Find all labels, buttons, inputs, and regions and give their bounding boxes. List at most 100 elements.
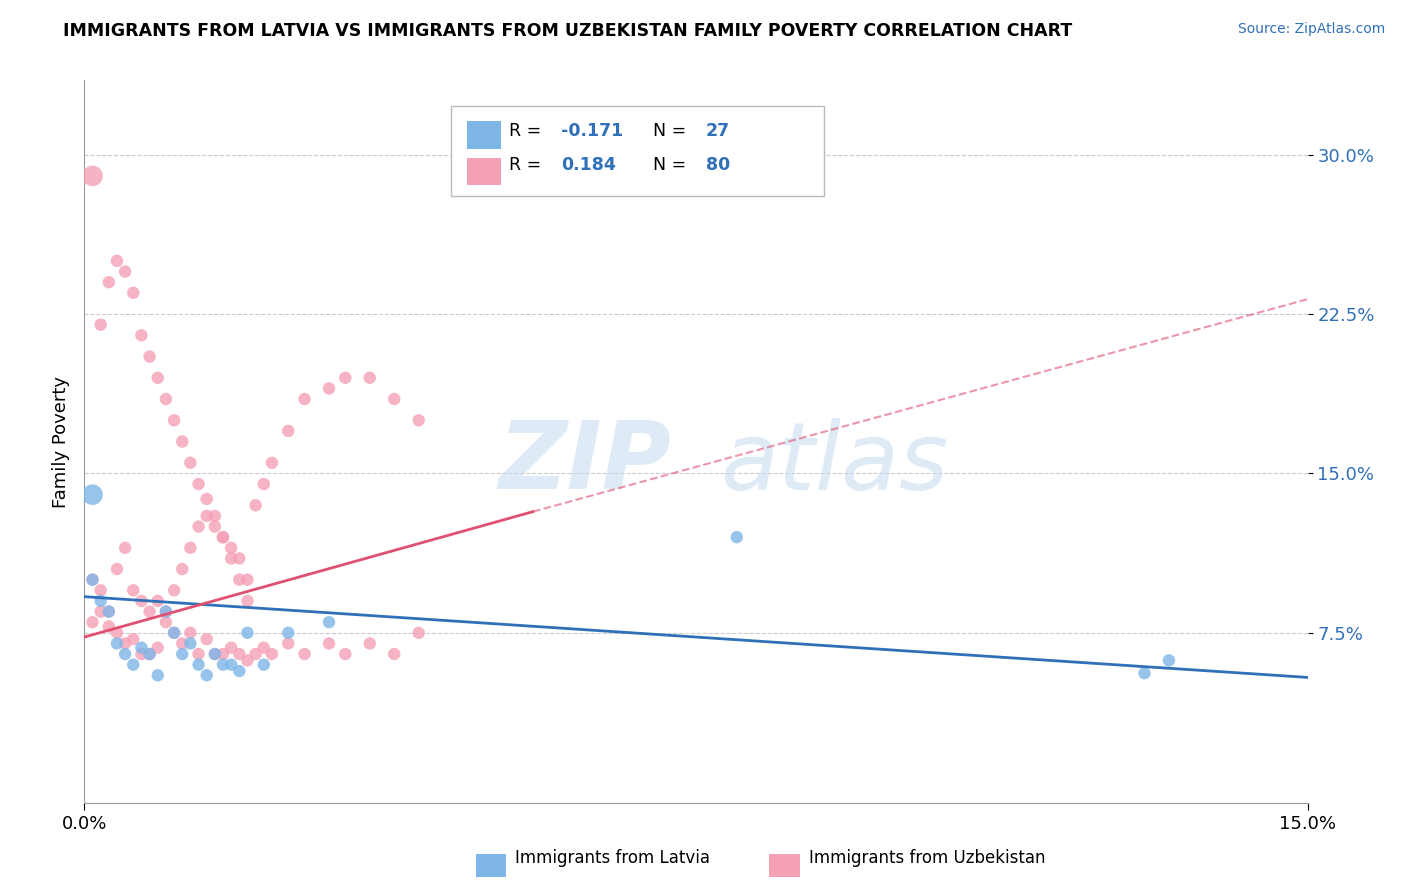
Point <box>179 456 201 470</box>
Point <box>90 605 112 619</box>
Point <box>195 491 218 506</box>
Point <box>359 371 381 385</box>
Text: R =: R = <box>509 122 547 140</box>
Point <box>105 254 128 268</box>
Point <box>155 392 177 406</box>
Point <box>82 169 104 183</box>
Point <box>90 583 112 598</box>
Point <box>172 562 194 576</box>
FancyBboxPatch shape <box>467 158 502 185</box>
Point <box>146 594 169 608</box>
Point <box>187 647 209 661</box>
Point <box>163 625 186 640</box>
Point <box>82 573 104 587</box>
Point <box>122 285 145 300</box>
Point <box>294 392 316 406</box>
FancyBboxPatch shape <box>467 121 502 149</box>
FancyBboxPatch shape <box>475 855 506 877</box>
Point <box>236 625 259 640</box>
Point <box>90 594 112 608</box>
Point <box>204 508 226 523</box>
Point <box>105 625 128 640</box>
Point <box>114 647 136 661</box>
Point <box>212 657 235 672</box>
Text: -0.171: -0.171 <box>561 122 624 140</box>
Point <box>114 636 136 650</box>
Point <box>382 392 405 406</box>
Point <box>131 328 153 343</box>
Point <box>277 636 299 650</box>
Point <box>155 605 177 619</box>
Text: atlas: atlas <box>720 417 949 508</box>
Point <box>82 573 104 587</box>
Point <box>212 647 235 661</box>
Point <box>204 647 226 661</box>
Text: 0.184: 0.184 <box>561 156 616 174</box>
Point <box>90 318 112 332</box>
Point <box>725 530 748 544</box>
Point <box>146 668 169 682</box>
Text: N =: N = <box>654 156 692 174</box>
Text: IMMIGRANTS FROM LATVIA VS IMMIGRANTS FROM UZBEKISTAN FAMILY POVERTY CORRELATION : IMMIGRANTS FROM LATVIA VS IMMIGRANTS FRO… <box>63 22 1073 40</box>
Point <box>219 657 242 672</box>
Point <box>277 625 299 640</box>
Point <box>260 647 283 661</box>
Y-axis label: Family Poverty: Family Poverty <box>52 376 70 508</box>
Point <box>204 647 226 661</box>
Point <box>82 488 104 502</box>
Point <box>155 605 177 619</box>
Point <box>163 413 186 427</box>
Point <box>131 594 153 608</box>
Point <box>131 647 153 661</box>
Point <box>219 551 242 566</box>
Point <box>195 508 218 523</box>
Point <box>212 530 235 544</box>
Point <box>228 647 250 661</box>
Point <box>335 647 357 661</box>
Point <box>408 413 430 427</box>
Point <box>245 498 267 512</box>
Point <box>82 615 104 630</box>
Text: Immigrants from Uzbekistan: Immigrants from Uzbekistan <box>808 849 1045 867</box>
Point <box>253 657 276 672</box>
Point <box>179 636 201 650</box>
Point <box>335 371 357 385</box>
Point <box>187 657 209 672</box>
Point <box>163 625 186 640</box>
Text: R =: R = <box>509 156 547 174</box>
Point <box>114 541 136 555</box>
Point <box>187 477 209 491</box>
Point <box>245 647 267 661</box>
Point <box>277 424 299 438</box>
Text: 27: 27 <box>706 122 730 140</box>
Text: 80: 80 <box>706 156 730 174</box>
Point <box>155 615 177 630</box>
Point <box>204 519 226 533</box>
Point <box>253 640 276 655</box>
Point <box>236 573 259 587</box>
Point <box>138 647 160 661</box>
Point <box>236 594 259 608</box>
Text: N =: N = <box>654 122 692 140</box>
Point <box>122 657 145 672</box>
Point <box>408 625 430 640</box>
Point <box>122 632 145 647</box>
Point <box>97 275 120 289</box>
Point <box>172 647 194 661</box>
Point <box>219 541 242 555</box>
Point <box>146 640 169 655</box>
Text: Immigrants from Latvia: Immigrants from Latvia <box>515 849 710 867</box>
Point <box>359 636 381 650</box>
Point <box>179 625 201 640</box>
Point <box>114 264 136 278</box>
Point <box>260 456 283 470</box>
Point <box>172 434 194 449</box>
FancyBboxPatch shape <box>451 105 824 196</box>
Point <box>294 647 316 661</box>
Point <box>138 605 160 619</box>
Point <box>318 615 340 630</box>
Point <box>195 668 218 682</box>
Point <box>138 350 160 364</box>
Point <box>212 530 235 544</box>
Point <box>97 605 120 619</box>
